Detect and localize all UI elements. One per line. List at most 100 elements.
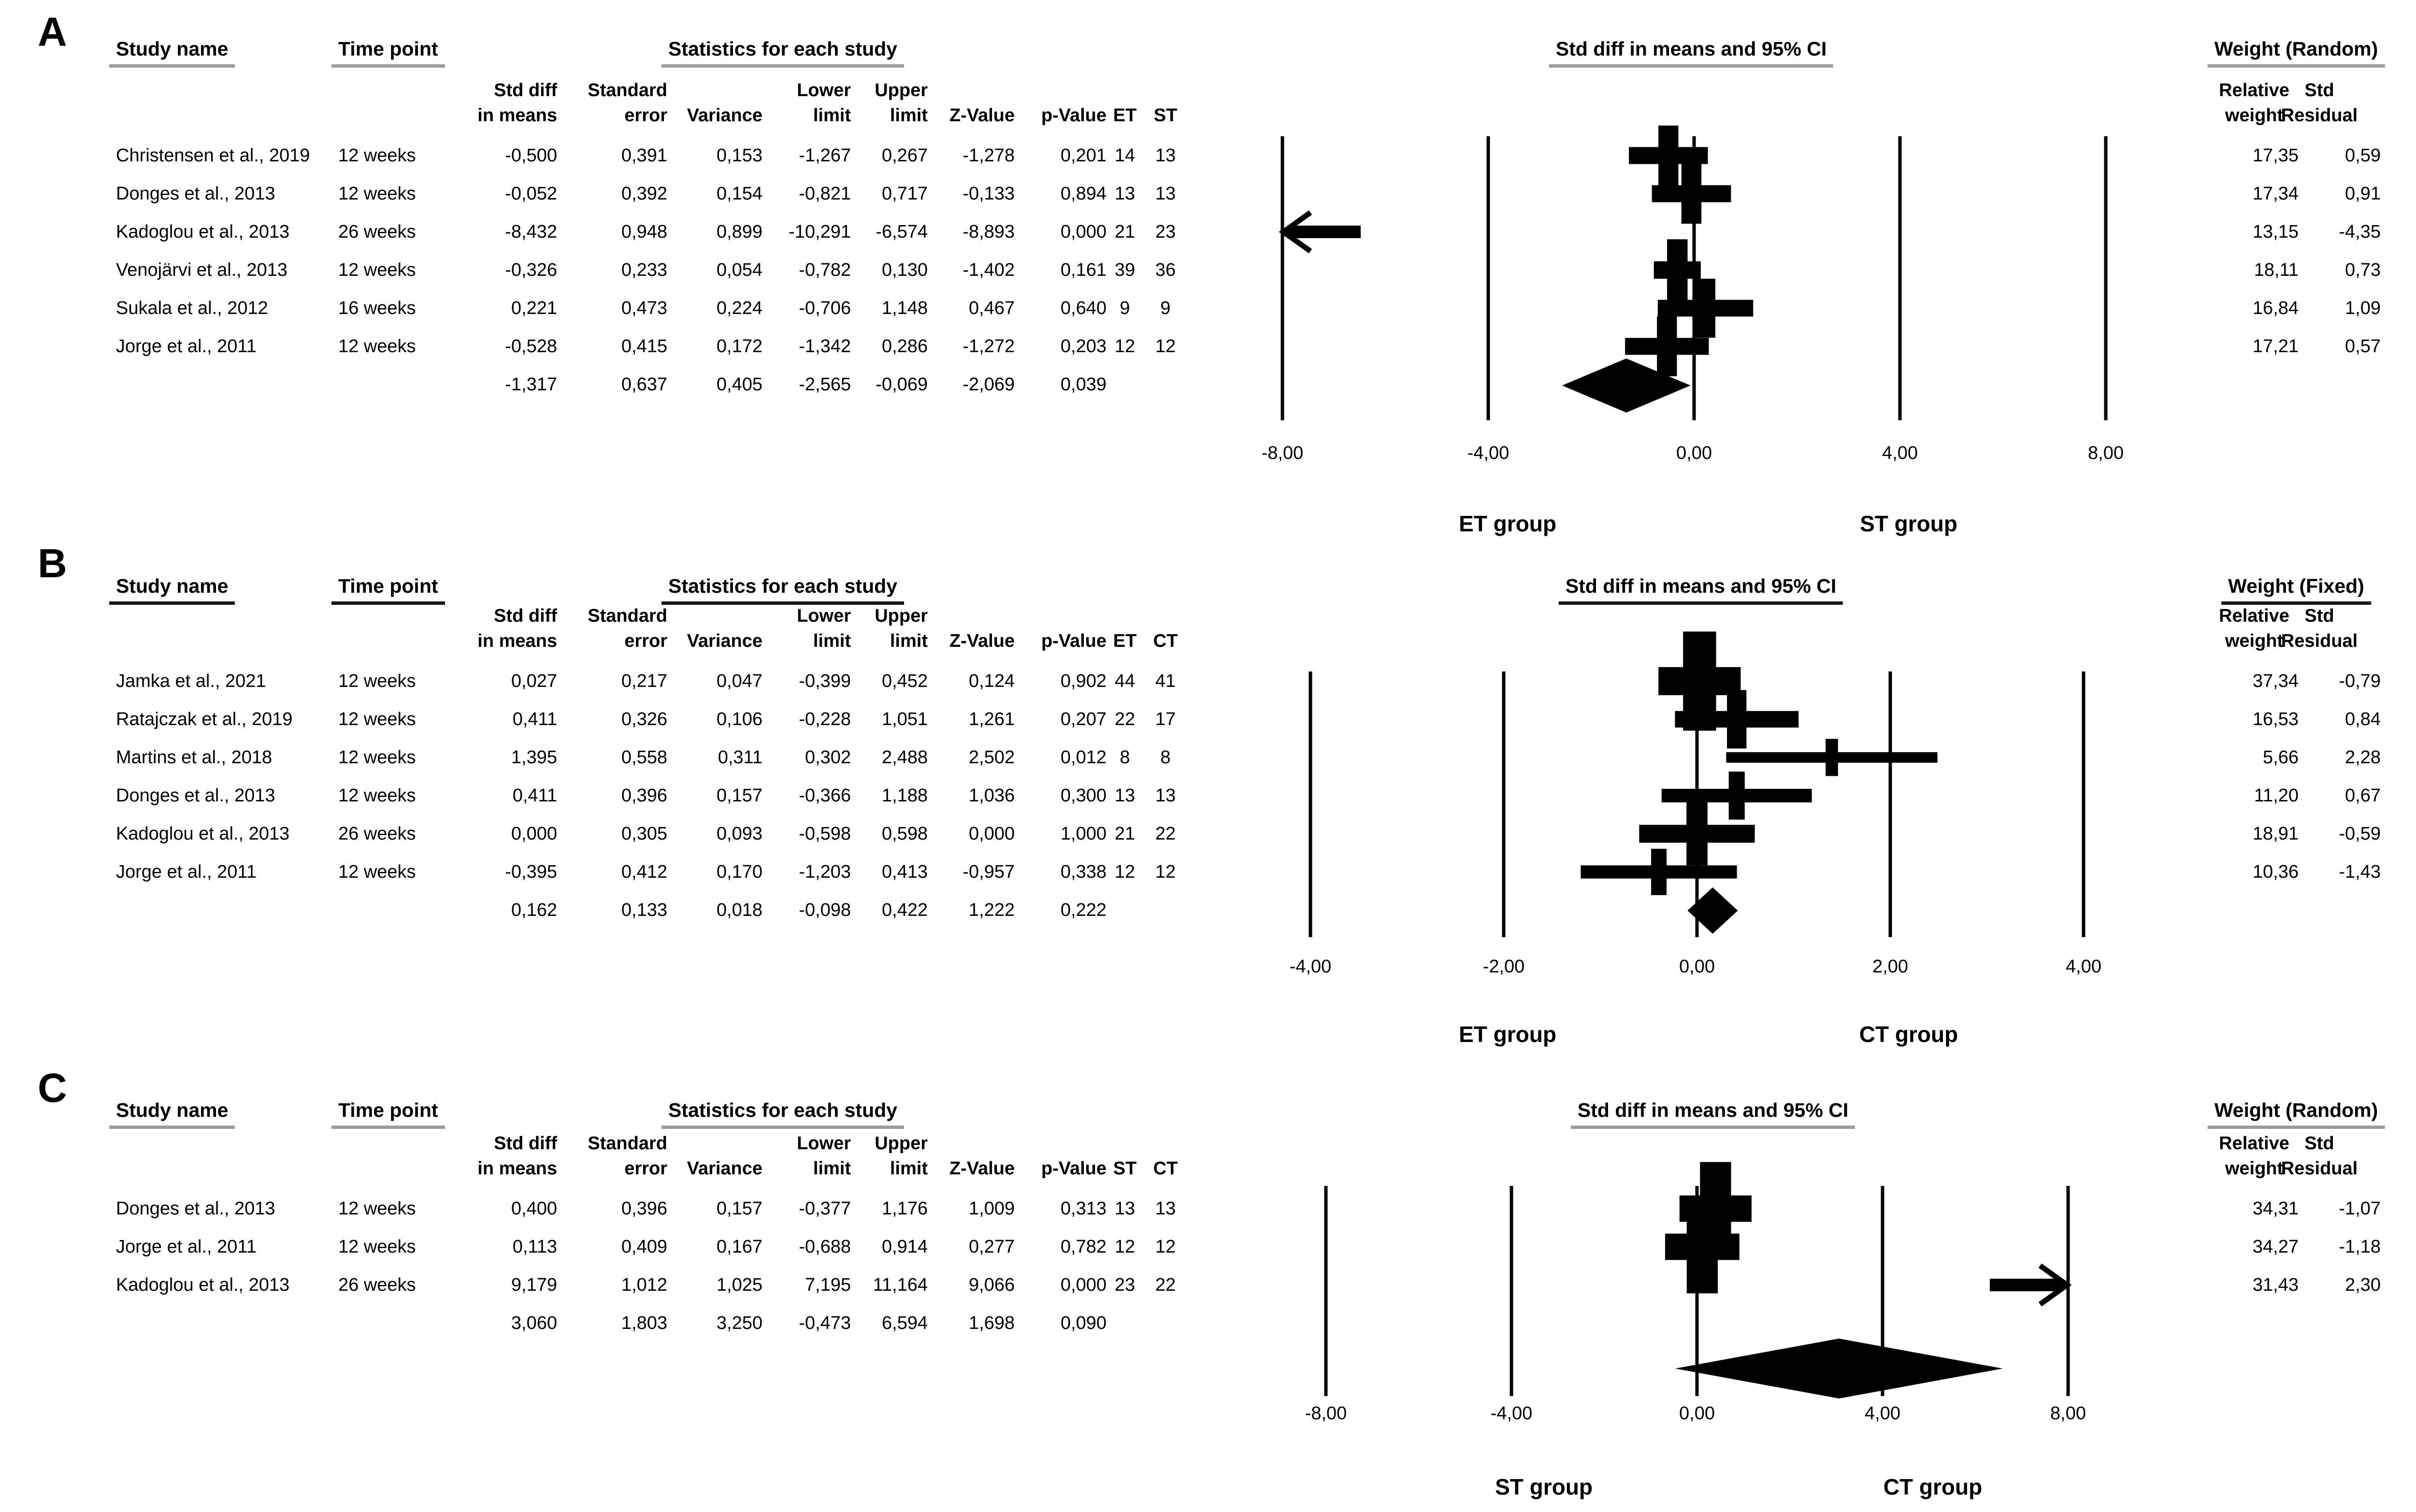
stat-cell: 0,217	[621, 671, 667, 691]
summary-cell: -0,098	[799, 900, 851, 920]
gridline	[2082, 671, 2085, 937]
summary-diamond	[1687, 887, 1738, 934]
stat-cell: -6,574	[876, 222, 928, 242]
stat-cell: -0,706	[799, 298, 851, 318]
stat-cell: 0,473	[621, 298, 667, 318]
axis-tick-label: -4,00	[1289, 956, 1332, 977]
n2-cell: 22	[1155, 1275, 1176, 1295]
col-header: Upper	[875, 80, 928, 100]
stat-cell: 1,009	[968, 1198, 1015, 1219]
axis-tick-label: 4,00	[2066, 956, 2101, 977]
stat-cell: 0,413	[881, 862, 928, 882]
effect-marker	[1727, 690, 1747, 749]
stat-cell: -1,278	[963, 145, 1015, 166]
stat-cell: 2,502	[968, 747, 1015, 768]
stats-header: Statistics for each study	[662, 1099, 904, 1129]
n2-cell: 12	[1155, 336, 1176, 357]
std-residual-cell: -0,79	[2339, 671, 2381, 691]
stat-cell: 0,338	[1060, 862, 1107, 882]
stat-cell: 0,000	[968, 824, 1015, 844]
stat-cell: 0,899	[716, 222, 762, 242]
n1-cell: 44	[1114, 671, 1136, 691]
stat-cell: 1,176	[881, 1198, 928, 1219]
time-point-cell: 12 weeks	[338, 747, 416, 768]
stat-cell: -0,821	[799, 184, 851, 204]
stat-cell: -1,342	[799, 336, 851, 357]
study-name-cell: Kadoglou et al., 2013	[116, 824, 290, 844]
weight-col2-header: Std	[2304, 1133, 2334, 1154]
study-name-cell: Kadoglou et al., 2013	[116, 1275, 290, 1295]
axis-tick-label: -8,00	[1305, 1403, 1347, 1424]
col-header: in means	[477, 105, 557, 126]
col-header: Variance	[687, 105, 762, 126]
summary-cell: 0,090	[1060, 1313, 1107, 1333]
stat-cell: 0,207	[1060, 709, 1107, 729]
col-header: Std diff	[494, 80, 557, 100]
stat-cell: -0,598	[799, 824, 851, 844]
col-header: Variance	[687, 1158, 762, 1179]
study-name-cell: Sukala et al., 2012	[116, 298, 268, 318]
group-label-left: ET group	[1459, 1022, 1556, 1047]
stat-cell: 0,392	[621, 184, 667, 204]
stat-cell: 0,305	[621, 824, 667, 844]
stat-cell: 0,172	[716, 336, 762, 357]
n2-cell: 12	[1155, 862, 1176, 882]
stat-cell: -0,399	[799, 671, 851, 691]
panel-label-c: C	[38, 1065, 67, 1111]
study-name-cell: Jamka et al., 2021	[116, 671, 266, 691]
col-header: limit	[890, 105, 928, 126]
stat-cell: 0,201	[1060, 145, 1107, 166]
stats-header: Statistics for each study	[662, 575, 904, 605]
n1-cell: 13	[1114, 1198, 1136, 1219]
gridline	[1502, 671, 1506, 937]
relative-weight-cell: 37,34	[2252, 671, 2299, 691]
weight-title: Weight (Random)	[2207, 1099, 2385, 1129]
n1-cell: 12	[1114, 1237, 1136, 1257]
col-header: Lower	[797, 1133, 851, 1154]
summary-cell: -0,069	[876, 374, 928, 395]
col-header: error	[624, 105, 667, 126]
study-name-cell: Donges et al., 2013	[116, 184, 275, 204]
n2-cell: 9	[1160, 298, 1171, 318]
stat-cell: 0,286	[881, 336, 928, 357]
stat-cell: 0,902	[1060, 671, 1107, 691]
stat-cell: 1,051	[881, 709, 928, 729]
stat-cell: 0,411	[512, 785, 557, 806]
stat-cell: 0,326	[621, 709, 667, 729]
stat-cell: 0,167	[716, 1237, 762, 1257]
time-point-cell: 12 weeks	[338, 1237, 416, 1257]
n1-cell: 9	[1120, 298, 1130, 318]
std-residual-cell: -1,43	[2339, 862, 2381, 882]
gridline	[1324, 1186, 1328, 1396]
axis-tick-label: 0,00	[1679, 1403, 1715, 1424]
col-header-n1: ET	[1113, 105, 1137, 126]
stat-cell: -0,688	[799, 1237, 851, 1257]
stat-cell: 0,391	[621, 145, 667, 166]
panel-label-a: A	[38, 9, 67, 55]
forest-plot-C	[1324, 1162, 2072, 1398]
stat-cell: -0,528	[505, 336, 557, 357]
col-header: error	[624, 1158, 667, 1179]
std-residual-cell: 0,84	[2345, 709, 2381, 729]
weight-title: Weight (Random)	[2207, 38, 2385, 68]
stat-cell: 0,233	[621, 260, 667, 280]
stat-cell: 0,124	[968, 671, 1015, 691]
std-residual-cell: 0,67	[2345, 785, 2381, 806]
col-header-n2: ST	[1153, 105, 1178, 126]
gridline	[1898, 136, 1902, 420]
time-point-cell: 12 weeks	[338, 145, 416, 166]
col-header: in means	[477, 631, 557, 651]
effect-marker	[1658, 125, 1679, 186]
col-header: p-Value	[1041, 631, 1107, 651]
stat-cell: 0,640	[1060, 298, 1107, 318]
col-header: Standard	[588, 80, 667, 100]
gridline	[2104, 136, 2108, 420]
summary-cell: 0,039	[1060, 374, 1107, 395]
forest-plot-B	[1309, 631, 2085, 937]
stat-cell: 0,411	[512, 709, 557, 729]
time-point-cell: 12 weeks	[338, 336, 416, 357]
stat-cell: 9,066	[968, 1275, 1015, 1295]
study-name-cell: Ratajczak et al., 2019	[116, 709, 293, 729]
time-point-header: Time point	[331, 575, 445, 605]
stat-cell: 0,161	[1060, 260, 1107, 280]
